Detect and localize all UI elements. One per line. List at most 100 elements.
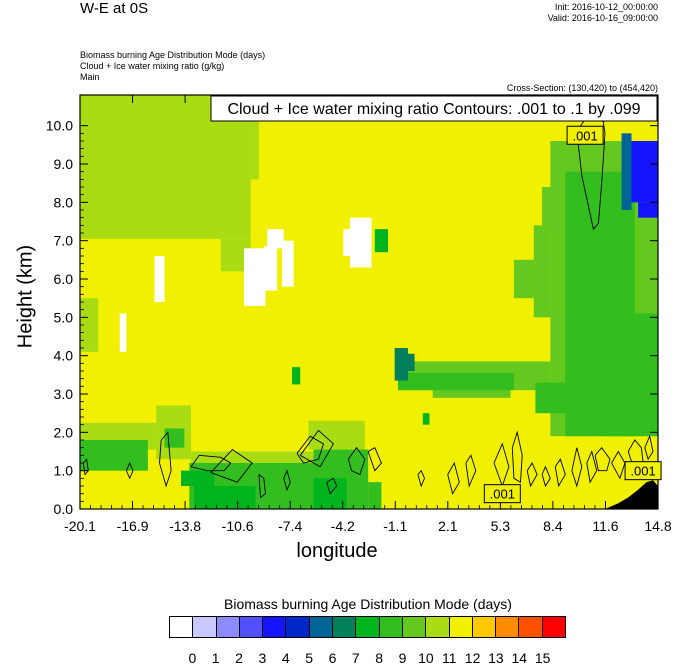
contour-line [326,477,338,495]
colorbar-label: 10 [418,650,434,666]
contour-line [417,469,425,488]
x-tick-label: -20.1 [64,518,96,534]
contour-line [526,462,538,488]
contour-line [299,429,334,468]
contour-line [586,450,598,484]
y-tick-label: 4.0 [54,348,74,364]
contour-label-text: .001 [490,487,515,502]
x-tick-label: -13.8 [169,518,201,534]
colorbar-labels: 0 1 2 3 4 5 6 7 8 9 10 11 12 13 14 15 [0,650,674,666]
colorbar-swatch [379,616,403,638]
y-tick-label: 5.0 [54,309,74,325]
variable-line-2: Cloud + Ice water mixing ratio (g/kg) [80,61,225,71]
colorbar-swatch [472,616,497,638]
contour-line [511,430,523,483]
y-tick-label: 1.0 [54,463,74,479]
contour-line [554,458,566,488]
colorbar-swatch [356,616,380,638]
colorbar-label: 15 [534,650,551,666]
plot-title: W-E at 0S [80,0,149,17]
contour-line [571,447,583,488]
colorbar-swatch [542,616,567,638]
field-region-right-column-3 [542,187,554,226]
y-tick-label: 7.0 [54,233,74,249]
colorbar-frame [169,616,566,638]
field-region-small-green-dots-2 [374,229,389,253]
field-region-upper-left-2 [250,95,259,180]
colorbar-label: 9 [398,650,407,666]
colorbar-label: 0 [188,650,197,666]
colorbar-label: 4 [281,650,290,666]
colorbar-label: 7 [351,650,360,666]
field-region-upper-right-blue-1 [638,202,658,218]
y-axis-label: Height (km) [14,244,37,349]
field-region-low-level-mid-0 [80,440,148,471]
colorbar-label: 5 [305,650,313,666]
contour-label: .001 [624,461,662,481]
contour-line [644,434,654,461]
colorbar-label: 3 [258,650,267,666]
field-region-upper-right-blue-0 [626,141,658,203]
field-region-right-column-1 [533,225,551,318]
colorbar-swatch [193,616,217,638]
valid-time: Valid: 2016-10-16_09:00:00 [547,13,658,23]
colorbar-label: 11 [441,650,457,666]
colorbar-swatch [449,616,473,638]
field-region-white-holes-0 [243,248,266,306]
colorbar-swatch [496,616,520,638]
field-region-right-column-inner-2 [397,372,514,391]
contour-label-text: .001 [572,128,597,143]
contour-label-text: .001 [630,464,655,479]
colorbar-label: 1 [211,650,220,666]
contour-line [541,465,551,488]
terrain [605,480,658,509]
colorbar-label: 6 [328,650,337,666]
field-region-right-column-2 [513,259,534,299]
y-tick-label: 6.0 [54,271,74,287]
colorbar-label: 2 [235,650,243,666]
colorbar-swatch [286,616,310,638]
cross-section-label: Cross-Section: (130,420) to (454,420) [506,83,658,93]
x-tick-label: -16.9 [117,518,149,534]
x-tick-label: 5.3 [491,518,511,534]
y-tick-label: 2.0 [54,424,74,440]
colorbar-label: 13 [488,650,504,666]
colorbar-swatch [309,616,334,638]
field-region-upper-left-1 [80,194,221,239]
field-region-white-holes-6 [154,256,165,302]
field-region-low-level-mid-4 [368,482,382,509]
field-region-low-level-dark-0 [194,486,256,509]
colorbar-label: 8 [375,650,384,666]
field-region-white-holes-2 [267,229,284,249]
x-tick-label: 2.1 [438,518,458,534]
contour-line [159,431,172,488]
contour-line [283,469,291,492]
field-region-mid-blob-1 [406,353,415,371]
legend-title: Biomass burning Age Distribution Mode (d… [224,596,512,612]
field-region-small-green-dots-1 [422,413,430,425]
contour-line [347,446,366,476]
x-tick-label: -10.6 [222,518,254,534]
field-region-small-green-dots-0 [291,367,301,385]
variable-line-1: Biomass burning Age Distribution Mode (d… [80,50,266,60]
variable-line-3: Main [80,72,100,82]
colorbar-swatch [239,616,264,638]
y-tick-label: 0.0 [54,501,74,517]
contour-line [447,461,460,495]
x-tick-label: -7.4 [278,518,302,534]
x-axis-label: longitude [296,540,378,562]
field-region-white-holes-1 [263,246,278,291]
y-tick-label: 3.0 [54,386,74,402]
y-tick-label: 8.0 [54,194,74,210]
field-region-low-level-green-3 [308,420,365,450]
colorbar-label: 14 [511,650,528,666]
contour-line [258,474,266,499]
x-tick-label: 14.8 [644,518,671,534]
contour-label: .001 [566,125,604,145]
field-region-mid-blob-0 [394,348,408,381]
field-region-right-column-inner-1 [601,313,658,437]
x-tick-label: 11.6 [592,518,618,534]
contour-line [190,454,232,472]
contour-line [210,449,253,483]
